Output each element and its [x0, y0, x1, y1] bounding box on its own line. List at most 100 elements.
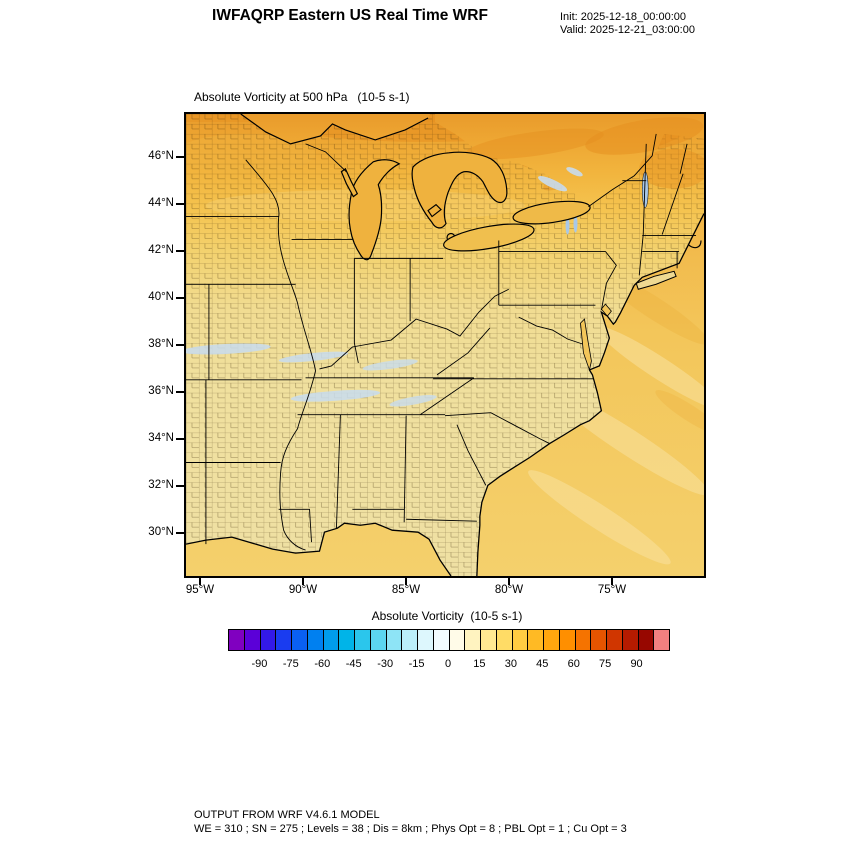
x-axis-label: 75°W [597, 584, 627, 596]
y-axis-label: 46°N [148, 150, 174, 162]
colorbar-tick-label: -60 [314, 658, 331, 670]
x-axis-label: 80°W [494, 584, 524, 596]
saginaw-bay [427, 203, 442, 218]
lake-superior-shoreline [240, 114, 429, 145]
colorbar-segment [244, 630, 261, 650]
colorbar-segment [591, 630, 607, 650]
y-axis-label: 30°N [148, 526, 174, 538]
colorbar-tick-label: -15 [408, 658, 425, 670]
green-bay [340, 167, 359, 198]
colorbar-segment [575, 630, 592, 650]
colorbar-segment [654, 630, 669, 650]
y-axis-label: 42°N [148, 244, 174, 256]
colorbar-tick-label: -90 [251, 658, 268, 670]
lake-erie [443, 223, 535, 252]
colorbar-tick-label: 75 [599, 658, 612, 670]
map-frame [184, 112, 706, 578]
y-axis-label: 44°N [148, 197, 174, 209]
vorticity-map [186, 114, 704, 576]
y-axis-tick [176, 297, 185, 299]
great-lakes [340, 151, 591, 261]
state-borders [186, 133, 697, 551]
footer-config-line: WE = 310 ; SN = 275 ; Levels = 38 ; Dis … [194, 823, 627, 835]
y-axis-tick [176, 203, 185, 205]
lake-michigan [348, 159, 401, 261]
colorbar-segment [323, 630, 340, 650]
colorbar-tick-label: 15 [473, 658, 486, 670]
y-axis-tick [176, 485, 185, 487]
colorbar-segment [402, 630, 418, 650]
coastline [186, 213, 704, 576]
mississippi-river [245, 159, 316, 551]
x-axis-label: 85°W [391, 584, 421, 596]
colorbar-tick-label: 45 [536, 658, 549, 670]
cape-cod [687, 240, 702, 249]
colorbar-segment [418, 630, 434, 650]
y-axis-label: 34°N [148, 432, 174, 444]
colorbar-segment [370, 630, 387, 650]
valid-time: Valid: 2025-12-21_03:00:00 [560, 24, 695, 36]
colorbar-title: Absolute Vorticity (10-5 s-1) [371, 609, 523, 623]
colorbar-segment [260, 630, 277, 650]
atlantic-ocean [476, 213, 704, 576]
canada-high-vorticity [465, 117, 704, 189]
long-island [635, 270, 677, 290]
init-time: Init: 2025-12-18_00:00:00 [560, 11, 686, 23]
lake-ontario [512, 200, 591, 225]
colorbar-segment [229, 630, 245, 650]
colorbar-segment [307, 630, 324, 650]
x-axis-tick [199, 577, 201, 585]
x-axis-tick [611, 577, 613, 585]
colorbar-tick-label: 60 [567, 658, 580, 670]
colorbar-segment [512, 630, 529, 650]
colorbar-segment [276, 630, 292, 650]
page-title: IWFAQRP Eastern US Real Time WRF [212, 7, 488, 24]
x-axis-label: 95°W [185, 584, 215, 596]
colorbar-segment [292, 630, 308, 650]
colorbar-segment [386, 630, 403, 650]
colorbar-segment [465, 630, 481, 650]
colorbar-segment [481, 630, 497, 650]
colorbar-tick-label: 0 [444, 658, 452, 670]
y-axis-tick [176, 438, 185, 440]
footer: OUTPUT FROM WRF V4.6.1 MODEL WE = 310 ; … [194, 808, 627, 836]
x-axis-tick [508, 577, 510, 585]
plot-title: Absolute Vorticity at 500 hPa (10-5 s-1) [194, 90, 410, 104]
colorbar-segment [355, 630, 371, 650]
y-axis-tick [176, 532, 185, 534]
ohio-river [319, 288, 509, 370]
colorbar-tick-label: 90 [630, 658, 643, 670]
x-axis-label: 90°W [288, 584, 318, 596]
y-axis-tick [176, 250, 185, 252]
y-axis-label: 32°N [148, 479, 174, 491]
colorbar-segment [496, 630, 513, 650]
chesapeake-bay [580, 318, 592, 372]
y-axis-tick [176, 391, 185, 393]
colorbar-bar [228, 629, 670, 651]
footer-model-line: OUTPUT FROM WRF V4.6.1 MODEL [194, 809, 380, 821]
x-axis-tick [405, 577, 407, 585]
y-axis-label: 40°N [148, 291, 174, 303]
colorbar-segment [544, 630, 560, 650]
finger-lakes [565, 216, 570, 235]
colorbar-segment [622, 630, 639, 650]
y-axis-tick [176, 344, 185, 346]
y-axis-label: 36°N [148, 385, 174, 397]
gulf-of-mexico [186, 523, 451, 576]
y-axis-label: 38°N [148, 338, 174, 350]
y-axis-tick [176, 156, 185, 158]
colorbar-segment [433, 630, 450, 650]
colorbar-segment [607, 630, 623, 650]
colorbar-tick-label: -45 [345, 658, 362, 670]
colorbar-segment [339, 630, 355, 650]
colorbar-segment [528, 630, 544, 650]
model-times: Init: 2025-12-18_00:00:00 Valid: 2025-12… [560, 11, 695, 37]
colorbar-tick-label: -75 [282, 658, 299, 670]
colorbar-tick-label: -30 [377, 658, 394, 670]
st-lawrence-river [588, 133, 657, 207]
delaware-bay [600, 303, 612, 317]
colorbar-tick-label: 30 [504, 658, 517, 670]
colorbar-segment [638, 630, 655, 650]
negative-vorticity-streaks [186, 167, 649, 407]
